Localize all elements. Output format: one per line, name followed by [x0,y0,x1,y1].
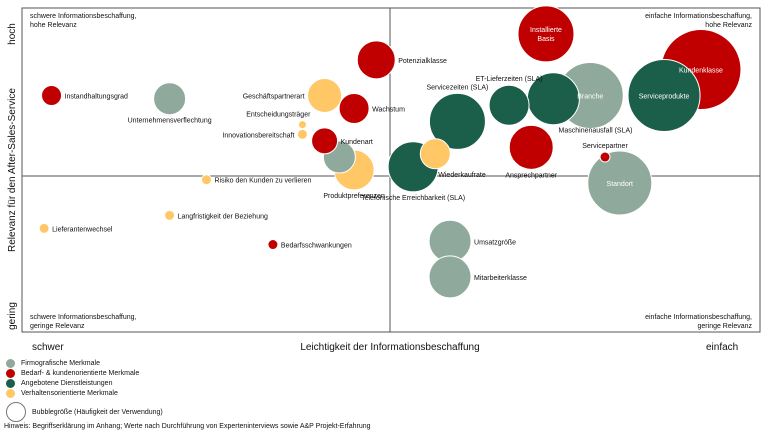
label-gesch-ftspartnerart: Geschäftspartnerart [243,93,305,100]
label-installierte-basis: Installierte [530,27,562,34]
label-wachstum: Wachstum [372,106,405,113]
bubble [428,92,486,150]
label-innovationsbereitschaft: Innovationsbereitschaft [222,132,294,139]
bubble [356,40,396,80]
label-lieferantenwechsel: Lieferantenwechsel [52,226,113,233]
bubble [38,222,50,234]
corner-top-right: hohe Relevanz [705,22,752,29]
corner-bottom-right: geringe Relevanz [698,323,753,330]
corner-bottom-right: einfache Informationsbeschaffung, [645,314,752,321]
legend-label: Bedarf- & kundenorientierte Merkmale [21,369,140,377]
x-axis-low-label: schwer [32,342,64,353]
y-axis-title: Relevanz für den After-Sales-Service [7,88,18,252]
bubble [428,255,472,299]
legend-label: Verhaltensorientierte Merkmale [21,389,118,397]
label-maschinenausfall-sla-: Maschinenausfall (SLA) [559,128,633,135]
bubble [153,82,187,116]
label-telefonische-erreichbarkeit-sla-: Telefonische Erreichbarkeit (SLA) [361,195,465,202]
bubble-layer [38,5,742,299]
legend-label: Angebotene Dienstleistungen [21,379,113,387]
label-installierte-basis: Basis [537,36,555,43]
bubble-size-icon [6,402,26,422]
label-servicezeiten-sla-: Servicezeiten (SLA) [426,84,488,91]
bubble [164,209,176,221]
legend-item: Firmografische Merkmale [6,358,426,368]
bubble [488,84,530,126]
label-instandhaltungsgrad: Instandhaltungsgrad [65,93,129,100]
legend: Firmografische Merkmale Bedarf- & kunden… [6,358,426,422]
bubble [297,120,307,130]
legend-swatch [6,358,15,368]
bubble [296,128,308,140]
bubble [599,151,611,163]
legend-item: Bedarf- & kundenorientierte Merkmale [6,368,426,378]
bubble [508,124,554,170]
legend-label: Firmografische Merkmale [21,359,100,367]
label-mitarbeiterklasse: Mitarbeiterklasse [474,275,527,282]
bubble [419,138,451,170]
legend-size-item: Bubblegröße (Häufigkeit der Verwendung) [6,402,426,422]
bubble [307,77,343,113]
bubble [517,5,575,63]
label-langfristigkeit-der-beziehung: Langfristigkeit der Beziehung [178,213,268,220]
label-umsatzgr-e: Umsatzgröße [474,239,516,246]
label-kundenart: Kundenart [341,139,373,146]
axis-text-layer: schwere Informationsbeschaffung, hohe Rel… [7,13,752,353]
legend-size-label: Bubblegröße (Häufigkeit der Verwendung) [32,408,163,416]
label-ansprechpartner: Ansprechpartner [505,172,557,179]
label-unternehmensverflechtung: Unternehmensverflechtung [128,118,212,125]
label-branche: Branche [577,93,603,100]
bubble [338,92,370,124]
corner-bottom-left: schwere Informationsbeschaffung, [30,314,137,321]
legend-item: Verhaltensorientierte Merkmale [6,388,426,398]
label-produktpreferenzen: Produktpreferenzen [323,193,385,200]
bubble [311,127,339,155]
legend-swatch [6,388,15,398]
label-kundenklasse: Kundenklasse [679,68,723,75]
y-axis-high-label: hoch [7,23,18,45]
label-risiko-den-kunden-zu-verlieren: Risiko den Kunden zu verlieren [215,178,312,185]
label-standort: Standort [607,181,634,188]
plot-border [21,7,761,333]
x-axis-title: Leichtigkeit der Informationsbeschaffung [300,342,479,353]
bubble [627,58,701,132]
legend-swatch [6,378,15,388]
label-entscheidungstr-ger: Entscheidungsträger [246,112,311,119]
bubble [267,239,279,251]
corner-top-left: hohe Relevanz [30,22,77,29]
footnote: Hinweis: Begriffserklärung im Anhang; We… [4,423,371,430]
label-et-lieferzeiten-sla-: ET-Lieferzeiten (SLA) [476,76,543,83]
y-axis-low-label: gering [7,302,18,330]
label-servicepartner: Servicepartner [582,143,628,150]
legend-swatch [6,368,15,378]
legend-item: Angebotene Dienstleistungen [6,378,426,388]
bubble [201,174,212,186]
corner-bottom-left: geringe Relevanz [30,323,85,330]
label-potenzialklasse: Potenzialklasse [398,58,447,65]
bubble [41,84,63,106]
bubble [587,150,653,216]
label-wiederkaufrate: Wiederkaufrate [438,172,486,179]
x-axis-high-label: einfach [706,342,738,353]
label-layer: Kundenklasse Serviceprodukte Branche Stando… [52,27,723,282]
corner-top-left: schwere Informationsbeschaffung, [30,13,137,20]
label-serviceprodukte: Serviceprodukte [639,93,690,100]
corner-top-right: einfache Informationsbeschaffung, [645,13,752,20]
label-bedarfsschwankungen: Bedarfsschwankungen [281,243,352,250]
